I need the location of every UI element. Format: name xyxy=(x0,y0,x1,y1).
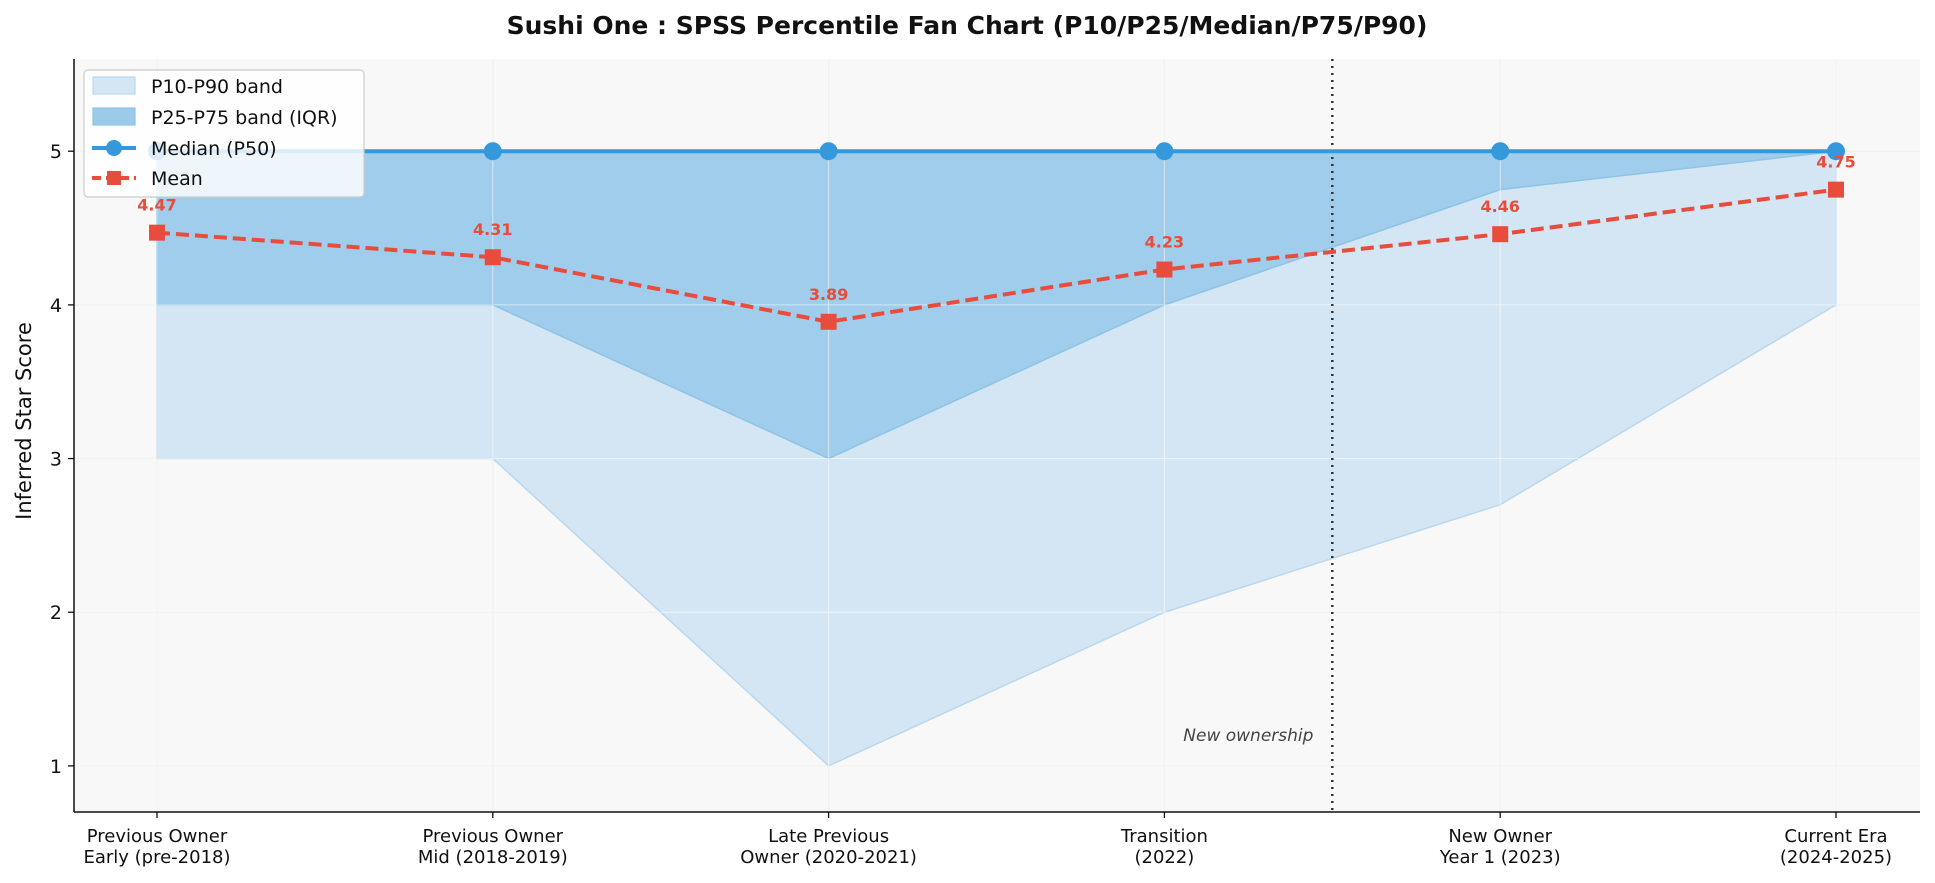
y-tick-label: 4 xyxy=(50,295,62,317)
mean-point xyxy=(149,224,165,241)
x-tick-label-line: (2024-2025) xyxy=(1780,847,1892,868)
mean-data-label: 3.89 xyxy=(809,285,848,304)
median-point xyxy=(1491,142,1510,161)
mean-point xyxy=(820,313,837,330)
legend-swatch-p10-p90 xyxy=(92,76,136,95)
x-tick-label-line: Early (pre-2018) xyxy=(83,847,230,868)
y-tick-label: 3 xyxy=(50,449,62,471)
mean-data-label: 4.23 xyxy=(1145,233,1184,252)
x-tick-label: Current Era (2024-2025) xyxy=(1780,826,1892,868)
y-axis-label: Inferred Star Score xyxy=(12,322,36,520)
mean-point xyxy=(484,249,501,266)
x-tick-label-line: Current Era xyxy=(1784,826,1887,847)
legend-swatch-mean-marker xyxy=(107,171,121,185)
chart-title: Sushi One : SPSS Percentile Fan Chart (P… xyxy=(507,11,1428,40)
y-tick-label: 5 xyxy=(50,141,62,163)
mean-data-label: 4.46 xyxy=(1480,197,1519,216)
mean-point xyxy=(1156,261,1173,278)
x-tick-label: Late Previous Owner (2020-2021) xyxy=(740,826,917,868)
x-tick-label: New Owner Year 1 (2023) xyxy=(1439,826,1561,868)
mean-data-label: 4.75 xyxy=(1816,153,1855,172)
y-tick-label: 2 xyxy=(50,602,62,624)
median-point xyxy=(1155,142,1174,161)
x-tick-label: Previous Owner Early (pre-2018) xyxy=(83,826,230,868)
x-tick-label-line: Mid (2018-2019) xyxy=(418,847,568,868)
legend-swatch-median-marker xyxy=(106,140,122,156)
x-tick-label-line: Transition xyxy=(1120,826,1208,847)
x-tick-label-line: Previous Owner xyxy=(87,826,228,847)
median-point xyxy=(483,142,502,161)
legend-box xyxy=(83,69,365,198)
y-tick-label: 1 xyxy=(50,756,62,778)
legend-label: P25-P75 band (IQR) xyxy=(151,107,338,129)
legend-label: Mean xyxy=(151,168,203,190)
mean-point xyxy=(1492,226,1509,243)
x-tick-label-line: Owner (2020-2021) xyxy=(740,847,917,868)
mean-data-label: 4.31 xyxy=(473,220,512,239)
legend-label: P10-P90 band xyxy=(151,76,283,98)
legend: P10-P90 band P25-P75 band (IQR) Median (P5… xyxy=(83,69,365,198)
x-tick-label-line: Late Previous xyxy=(768,826,889,847)
x-tick-label: Transition (2022) xyxy=(1120,826,1208,868)
x-tick-label: Previous Owner Mid (2018-2019) xyxy=(418,826,568,868)
median-point xyxy=(1827,142,1845,161)
x-tick-label-line: Previous Owner xyxy=(423,826,564,847)
legend-label: Median (P50) xyxy=(151,138,277,160)
legend-swatch-p25-p75 xyxy=(92,107,136,126)
x-tick-label-line: New Owner xyxy=(1448,826,1552,847)
mean-data-label: 4.47 xyxy=(137,196,176,215)
x-tick-label-line: (2022) xyxy=(1134,847,1194,868)
median-point xyxy=(819,142,838,161)
mean-line xyxy=(156,187,1837,324)
new-ownership-annotation: New ownership xyxy=(1183,726,1313,746)
x-tick-label-line: Year 1 (2023) xyxy=(1439,847,1561,868)
mean-point xyxy=(1828,181,1844,198)
